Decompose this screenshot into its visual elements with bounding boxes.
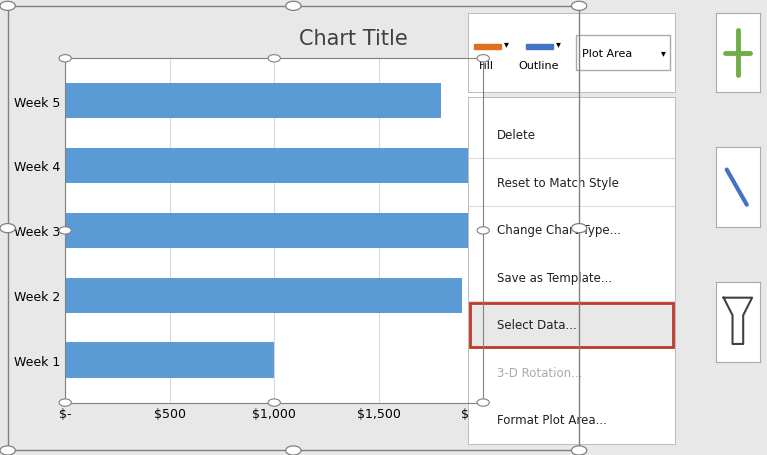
Bar: [476, 269, 491, 286]
Bar: [65, 148, 472, 184]
Bar: [476, 222, 491, 239]
Bar: [476, 127, 491, 144]
Text: Chart Title: Chart Title: [299, 29, 408, 49]
Text: Reset to Match Style: Reset to Match Style: [497, 176, 619, 189]
Text: ▾: ▾: [661, 49, 666, 58]
Bar: [476, 316, 491, 334]
Text: ▾: ▾: [556, 39, 561, 49]
Text: 3-D Rotation...: 3-D Rotation...: [497, 366, 582, 379]
Text: ▾: ▾: [504, 39, 509, 49]
Text: Save as Template...: Save as Template...: [497, 271, 612, 284]
Text: Fill: Fill: [479, 61, 494, 71]
Bar: [65, 278, 463, 313]
Bar: [476, 411, 491, 429]
Text: Outline: Outline: [518, 61, 558, 71]
Text: Change Chart Type...: Change Chart Type...: [497, 224, 621, 237]
Text: Delete: Delete: [497, 129, 536, 142]
FancyBboxPatch shape: [575, 36, 670, 71]
Bar: [470, 303, 673, 347]
Bar: [526, 45, 553, 50]
Bar: [476, 364, 491, 381]
Text: Format Plot Area...: Format Plot Area...: [497, 414, 607, 426]
Bar: [476, 174, 491, 192]
Bar: [65, 213, 472, 249]
Bar: [468, 301, 675, 349]
Bar: [474, 45, 501, 50]
Text: Plot Area: Plot Area: [581, 49, 632, 58]
Bar: [65, 343, 275, 379]
Text: Select Data...: Select Data...: [497, 318, 577, 332]
Bar: [65, 83, 441, 119]
